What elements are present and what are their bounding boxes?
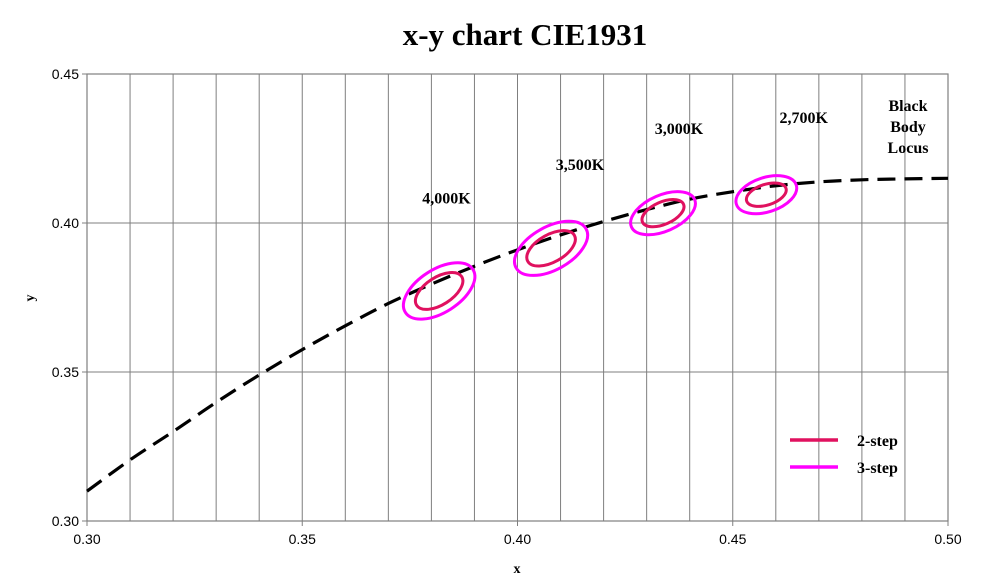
- locus-label-line: Locus: [888, 140, 929, 157]
- locus-label-line: Black: [888, 98, 927, 115]
- legend-label: 3-step: [857, 460, 898, 477]
- ellipse-3-step: [401, 261, 477, 321]
- ellipse-3-step: [629, 190, 697, 237]
- x-tick-label: 0.45: [719, 531, 746, 547]
- locus-label-line: Body: [890, 119, 926, 136]
- ellipse-2-step: [525, 229, 577, 268]
- y-axis-label: y: [23, 295, 38, 302]
- y-tick-label: 0.35: [52, 364, 79, 380]
- x-tick-label: 0.40: [504, 531, 531, 547]
- cct-label: 2,700K: [780, 110, 829, 127]
- x-tick-label: 0.50: [934, 531, 961, 547]
- ellipse-3-step: [734, 174, 799, 216]
- y-tick-labels: 0.30 0.35 0.40 0.45: [52, 66, 87, 529]
- cct-label: 3,000K: [655, 121, 704, 138]
- macadam-ellipses: [401, 174, 799, 321]
- cct-label: 3,500K: [556, 157, 605, 174]
- legend-label: 2-step: [857, 433, 898, 450]
- chart-title: x-y chart CIE1931: [403, 17, 648, 52]
- ellipse-2-step: [413, 270, 465, 311]
- x-tick-label: 0.35: [289, 531, 316, 547]
- y-tick-label: 0.30: [52, 513, 79, 529]
- x-tick-labels: 0.30 0.35 0.40 0.45 0.50: [73, 521, 962, 547]
- grid-lines: [87, 74, 948, 521]
- cct-labels: 4,000K 3,500K 3,000K 2,700K: [422, 110, 828, 207]
- ellipse-2-step: [744, 181, 788, 208]
- ellipse-2-step: [640, 198, 686, 229]
- x-tick-label: 0.30: [73, 531, 100, 547]
- locus-label: Black Body Locus: [888, 98, 929, 157]
- x-axis-label: x: [514, 562, 521, 577]
- cct-label: 4,000K: [422, 191, 471, 208]
- legend: 2-step 3-step: [790, 433, 898, 477]
- y-tick-label: 0.45: [52, 66, 79, 82]
- y-tick-label: 0.40: [52, 215, 79, 231]
- ellipse-3-step: [513, 219, 590, 277]
